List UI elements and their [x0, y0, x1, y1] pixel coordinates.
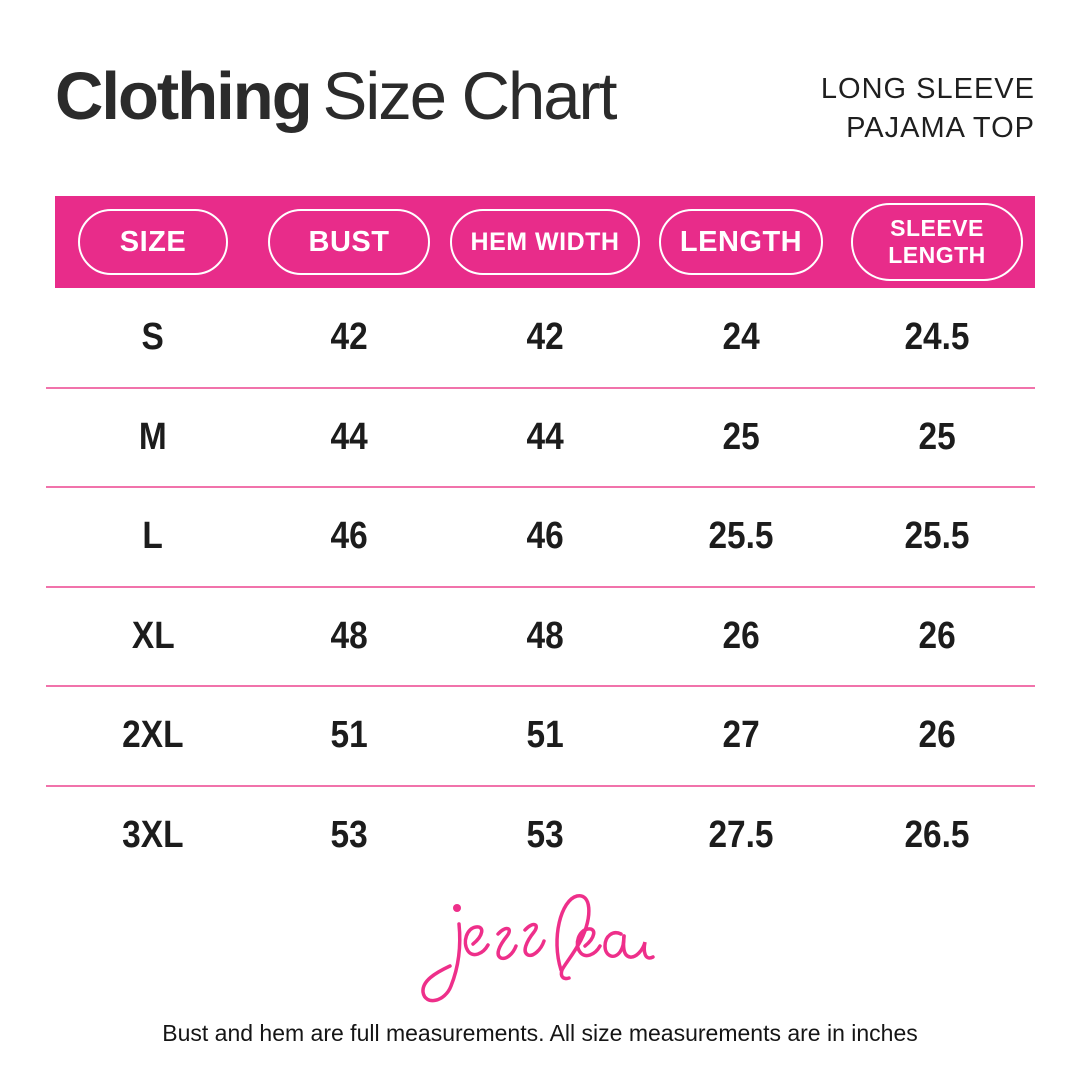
table-row-m: M 44 44 25 25	[46, 388, 1035, 488]
bust-value: 46	[330, 515, 368, 558]
signature-l-stroke	[555, 894, 591, 981]
table-cell: 27	[643, 714, 839, 757]
signature-j-dot	[453, 904, 461, 912]
table-header-band: SIZE BUST HEM WIDTH LENGTH SLEEVE LENGTH	[55, 196, 1035, 288]
sleeve-length-value: 25.5	[904, 515, 970, 558]
table-cell: 26	[643, 615, 839, 658]
length-value: 26	[722, 614, 760, 657]
page-title: Clothing Size Chart	[55, 58, 618, 135]
table-row-l: L 46 46 25.5 25.5	[46, 487, 1035, 587]
sleeve-length-value: 26	[918, 614, 956, 657]
header-col-hem-width: HEM WIDTH	[447, 196, 643, 288]
sleeve-length-value: 26	[918, 714, 956, 757]
table-row-xl: XL 48 48 26 26	[46, 587, 1035, 687]
signature-j-stroke	[421, 922, 462, 1003]
bust-value: 42	[330, 316, 368, 359]
hem-width-value: 51	[526, 714, 564, 757]
header-col-bust: BUST	[251, 196, 447, 288]
bust-value: 51	[330, 714, 368, 757]
table-cell: 26	[839, 714, 1035, 757]
table-cell: L	[55, 515, 251, 558]
bust-value: 48	[330, 614, 368, 657]
length-value: 24	[722, 316, 760, 359]
size-label: XL	[131, 614, 175, 657]
table-cell: 44	[447, 416, 643, 459]
size-table: S 42 42 24 24.5 M 44 44 25 25 L 46 46 25…	[46, 288, 1035, 886]
table-cell: 53	[251, 814, 447, 857]
column-header-sleeve-length: SLEEVE LENGTH	[851, 203, 1023, 281]
garment-subtitle: LONG SLEEVE PAJAMA TOP	[821, 70, 1035, 148]
size-label: L	[142, 515, 164, 558]
table-row-3xl: 3XL 53 53 27.5 26.5	[55, 786, 1035, 886]
table-cell: 42	[447, 316, 643, 359]
column-header-size: SIZE	[78, 209, 228, 275]
table-cell: 25.5	[643, 515, 839, 558]
table-cell: 3XL	[55, 814, 251, 857]
size-label: 2XL	[122, 714, 184, 757]
signature-a-tail-stroke	[621, 934, 655, 960]
subtitle-line2: PAJAMA TOP	[846, 112, 1035, 144]
table-cell: 24.5	[839, 316, 1035, 359]
table-cell: 48	[447, 615, 643, 658]
subtitle-line1: LONG SLEEVE	[820, 73, 1035, 105]
jess-lea-signature	[421, 894, 655, 1003]
hem-width-value: 46	[526, 515, 564, 558]
signature-e2-stroke	[575, 927, 602, 958]
table-cell: 48	[251, 615, 447, 658]
table-cell: 25	[839, 416, 1035, 459]
size-label: 3XL	[122, 813, 184, 856]
column-header-bust: BUST	[268, 209, 430, 275]
length-value: 25.5	[708, 515, 774, 558]
table-cell: 44	[251, 416, 447, 459]
table-cell: 46	[447, 515, 643, 558]
size-label: S	[141, 316, 165, 359]
table-cell: 25.5	[839, 515, 1035, 558]
hem-width-value: 48	[526, 614, 564, 657]
table-cell: 2XL	[55, 714, 251, 757]
table-cell: 24	[643, 316, 839, 359]
sleeve-length-value: 25	[918, 415, 956, 458]
hem-width-value: 42	[526, 316, 564, 359]
bust-value: 44	[330, 415, 368, 458]
column-header-hem-width: HEM WIDTH	[450, 209, 640, 275]
header-col-sleeve-length: SLEEVE LENGTH	[839, 196, 1035, 288]
table-cell: XL	[55, 615, 251, 658]
header-col-size: SIZE	[55, 196, 251, 288]
length-value: 27.5	[708, 813, 774, 856]
column-header-length: LENGTH	[659, 209, 823, 275]
hem-width-value: 44	[526, 415, 564, 458]
table-cell: 27.5	[643, 814, 839, 857]
table-cell: 26	[839, 615, 1035, 658]
table-cell: 46	[251, 515, 447, 558]
table-cell: 51	[447, 714, 643, 757]
signature-s1-stroke	[496, 926, 518, 961]
table-cell: 51	[251, 714, 447, 757]
signature-e1-stroke	[463, 925, 490, 957]
table-cell: S	[55, 316, 251, 359]
table-cell: 25	[643, 416, 839, 459]
hem-width-value: 53	[526, 813, 564, 856]
table-cell: M	[55, 416, 251, 459]
table-cell: 42	[251, 316, 447, 359]
header-col-length: LENGTH	[643, 196, 839, 288]
signature-s2-stroke	[523, 922, 546, 958]
table-cell: 53	[447, 814, 643, 857]
signature-a-bowl-stroke	[603, 931, 626, 958]
title-word-clothing: Clothing	[55, 59, 313, 134]
table-cell: 26.5	[839, 814, 1035, 857]
header: Clothing Size Chart LONG SLEEVE PAJAMA TO…	[55, 58, 1035, 148]
sleeve-length-value: 26.5	[904, 813, 970, 856]
title-word-size-chart: Size Chart	[322, 59, 618, 134]
sleeve-length-value: 24.5	[904, 316, 970, 359]
measurement-note: Bust and hem are full measurements. All …	[162, 1020, 918, 1046]
table-row-s: S 42 42 24 24.5	[46, 288, 1035, 388]
table-row-2xl: 2XL 51 51 27 26	[46, 686, 1035, 786]
length-value: 25	[722, 415, 760, 458]
bust-value: 53	[330, 813, 368, 856]
size-label: M	[139, 415, 167, 458]
length-value: 27	[722, 714, 760, 757]
